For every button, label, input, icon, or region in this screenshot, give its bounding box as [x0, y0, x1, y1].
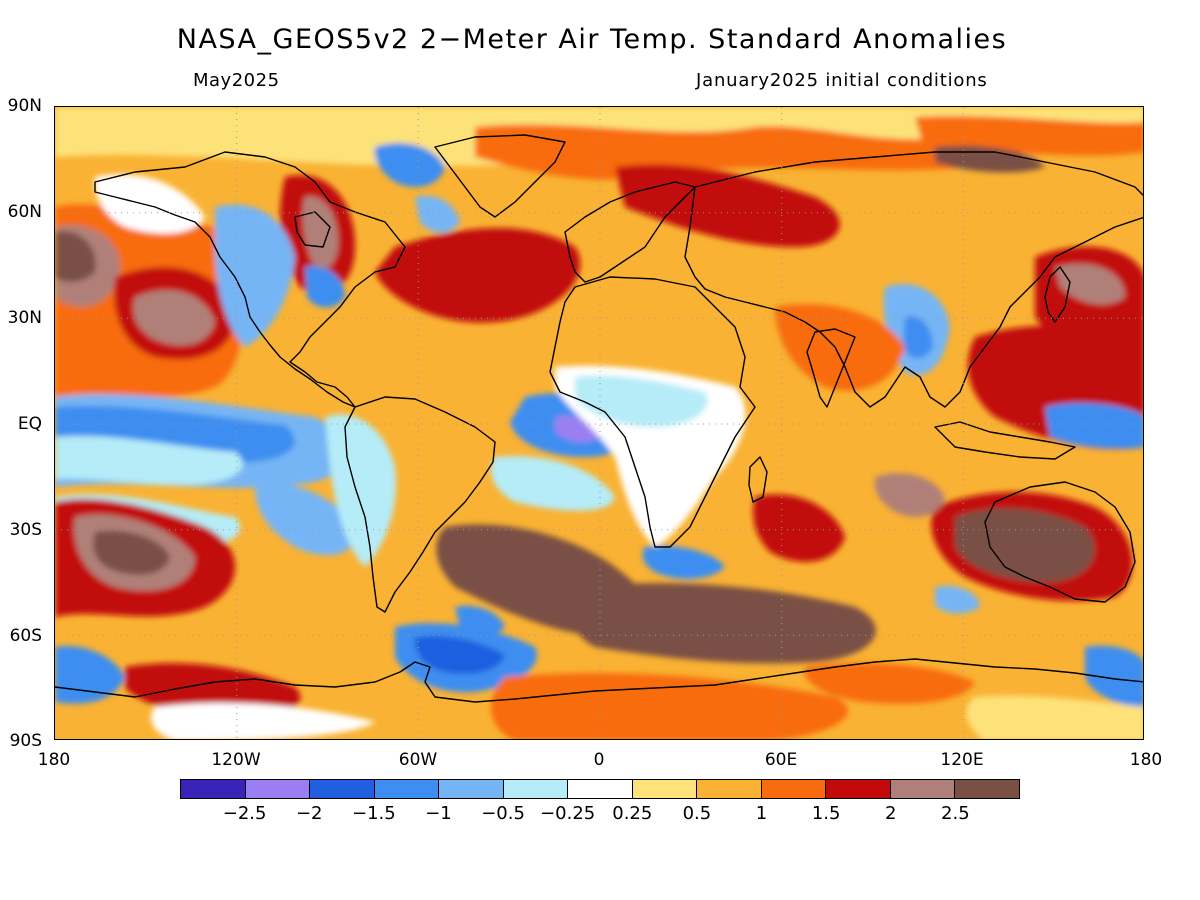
coastlines	[55, 134, 1143, 703]
legend-label: −2.5	[222, 803, 267, 824]
legend-swatch	[503, 780, 569, 798]
lat-label-eq: EQ	[17, 414, 42, 434]
legend-label: −0.25	[540, 803, 596, 824]
lon-label-120e: 120E	[940, 750, 984, 770]
valid-month-label: May2025	[193, 70, 280, 91]
legend-swatch	[826, 780, 891, 798]
anomaly-map	[54, 106, 1144, 740]
legend-swatch	[632, 780, 698, 798]
lon-label-120w: 120W	[211, 750, 261, 770]
lon-label-60w: 60W	[398, 750, 438, 770]
legend-swatch	[697, 780, 762, 798]
lon-label-0: 0	[593, 750, 605, 770]
legend-label: 2	[885, 803, 897, 824]
legend-label: −2	[295, 803, 323, 824]
legend-swatch	[890, 780, 956, 798]
legend-label: −0.5	[481, 803, 525, 824]
lon-label-60e: 60E	[764, 750, 798, 770]
legend-label: −1.5	[351, 803, 396, 824]
lat-label-30n: 30N	[7, 308, 42, 328]
legend-label: 1.5	[811, 803, 841, 824]
lat-label-60n: 60N	[7, 202, 42, 222]
init-conditions-label: January2025 initial conditions	[696, 70, 988, 91]
legend-label: 2.5	[941, 803, 970, 824]
legend-label: −1	[425, 803, 452, 824]
legend-swatch	[761, 780, 827, 798]
lat-label-60s: 60S	[9, 626, 42, 646]
legend-label: 0.25	[612, 803, 653, 824]
legend-swatch	[568, 780, 633, 798]
legend-swatch	[955, 780, 1019, 798]
lat-label-90n: 90N	[7, 96, 42, 116]
anomaly-field	[55, 107, 1143, 739]
legend-label: 0.5	[682, 803, 712, 824]
lat-label-90s: 90S	[9, 731, 42, 751]
graticule	[55, 107, 1143, 739]
legend-swatch	[181, 780, 246, 798]
map-title: NASA_GEOS5v2 2−Meter Air Temp. Standard …	[176, 24, 1008, 55]
legend-swatch	[310, 780, 375, 798]
lon-label-180e: 180	[1129, 750, 1163, 770]
legend-label: 1	[755, 803, 768, 824]
legend-swatch	[245, 780, 311, 798]
lat-label-30s: 30S	[9, 520, 42, 540]
legend-swatch	[374, 780, 440, 798]
legend-swatch	[439, 780, 504, 798]
lon-label-180w: 180	[37, 750, 71, 770]
color-legend	[180, 779, 1020, 799]
